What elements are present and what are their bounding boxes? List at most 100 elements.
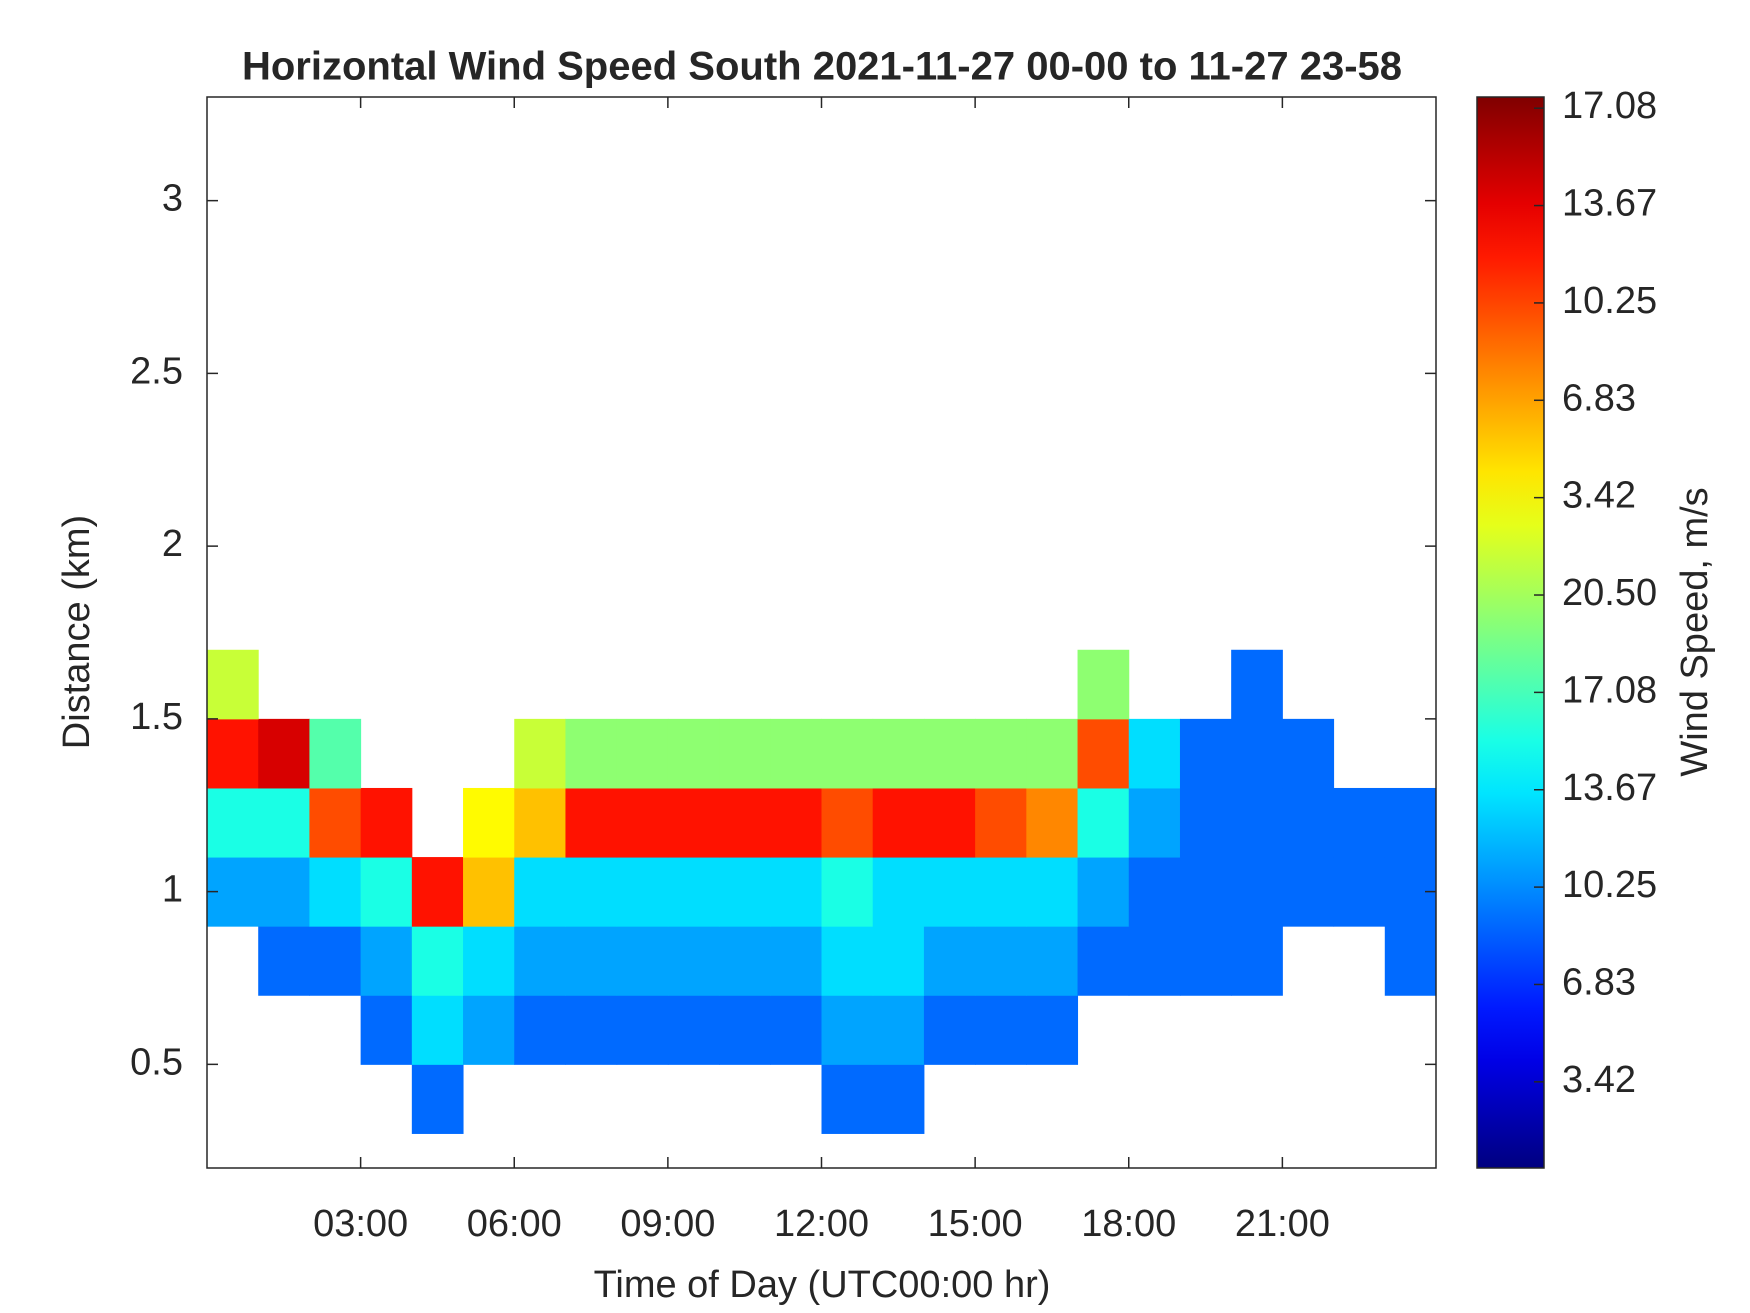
heat-cell: [975, 857, 1027, 927]
heat-cell: [1026, 718, 1079, 789]
heat-cell: [616, 926, 669, 996]
colorbar-tick-label: 10.25: [1562, 864, 1657, 906]
heat-cell: [667, 995, 720, 1065]
y-tick-label: 3: [162, 178, 183, 220]
x-tick-label: 09:00: [620, 1203, 715, 1245]
heat-cell: [360, 857, 413, 927]
heat-cell: [923, 926, 976, 996]
heat-cell: [258, 787, 310, 858]
heat-cell: [1179, 787, 1232, 858]
heat-cell: [1231, 718, 1283, 789]
colorbar-tick-label: 10.25: [1562, 280, 1657, 322]
heat-cell: [975, 926, 1027, 996]
heat-cell: [1282, 787, 1335, 858]
y-tick-label: 1.5: [130, 696, 183, 738]
colorbar-tick-label: 13.67: [1562, 183, 1657, 225]
heat-cell: [719, 857, 771, 927]
y-tick-label: 2: [162, 523, 183, 565]
colorbar-tick-label: 17.08: [1562, 85, 1657, 127]
heat-cell: [667, 787, 720, 858]
y-tick-label: 0.5: [130, 1041, 183, 1083]
colorbar-tick-label: 3.42: [1562, 475, 1636, 517]
heat-cell: [821, 718, 874, 789]
heat-cell: [923, 787, 976, 858]
heat-cell: [309, 787, 362, 858]
heat-cell: [821, 787, 874, 858]
heat-cell: [514, 926, 566, 996]
heat-cell: [463, 857, 515, 927]
heat-cell: [565, 857, 618, 927]
heat-cell: [770, 926, 822, 996]
heat-cell: [360, 787, 413, 858]
heat-cell: [514, 995, 566, 1065]
heat-cell: [770, 787, 822, 858]
heat-cell: [565, 718, 618, 789]
heat-cell: [309, 718, 362, 789]
heat-cell: [1128, 857, 1181, 927]
heat-cell: [719, 926, 771, 996]
heat-cell: [616, 787, 669, 858]
x-tick-label: 12:00: [774, 1203, 869, 1245]
heat-cell: [821, 995, 874, 1065]
heat-cell: [872, 995, 925, 1065]
colorbar-label: Wind Speed, m/s: [1674, 487, 1716, 776]
heat-cell: [309, 857, 362, 927]
heat-cell: [821, 857, 874, 927]
heat-cell: [1077, 857, 1130, 927]
heat-cell: [923, 718, 976, 789]
heat-cell: [360, 995, 413, 1065]
heat-cell: [514, 787, 566, 858]
heat-cell: [463, 787, 515, 858]
heat-cell: [1026, 995, 1079, 1065]
heat-cell: [258, 857, 310, 927]
heat-cell: [1077, 926, 1130, 996]
heat-cell: [667, 857, 720, 927]
heat-cell: [258, 718, 310, 789]
heat-cell: [770, 718, 822, 789]
heat-cell: [1128, 787, 1181, 858]
colorbar: [1476, 96, 1545, 1169]
heat-cell: [207, 649, 259, 720]
heat-cell: [1077, 718, 1130, 789]
y-axis-label: Distance (km): [56, 515, 98, 749]
heat-cell: [1128, 718, 1181, 789]
heat-cell: [1231, 649, 1283, 720]
heat-cell: [1026, 787, 1079, 858]
x-axis-label: Time of Day (UTC00:00 hr): [594, 1264, 1051, 1306]
heat-cell: [565, 995, 618, 1065]
heat-cell: [1384, 926, 1437, 996]
heat-cell: [872, 926, 925, 996]
heat-cell: [565, 787, 618, 858]
heat-cell: [923, 995, 976, 1065]
heat-cell: [923, 857, 976, 927]
heat-cell: [1026, 926, 1079, 996]
heat-cell: [1282, 857, 1335, 927]
colorbar-tick-label: 17.08: [1562, 669, 1657, 711]
heat-cell: [719, 718, 771, 789]
heat-cell: [411, 995, 464, 1065]
heat-cell: [770, 995, 822, 1065]
colorbar-tick-label: 6.83: [1562, 377, 1636, 419]
heat-cell: [975, 787, 1027, 858]
heat-cell: [309, 926, 362, 996]
heat-cell: [975, 995, 1027, 1065]
x-tick-label: 15:00: [928, 1203, 1023, 1245]
heat-cell: [565, 926, 618, 996]
heat-cell: [1333, 787, 1386, 858]
heat-cell: [207, 787, 259, 858]
heat-cell: [514, 857, 566, 927]
heat-cell: [1128, 926, 1181, 996]
heat-cell: [1179, 926, 1232, 996]
heat-cell: [1026, 857, 1079, 927]
y-tick-label: 2.5: [130, 350, 183, 392]
colorbar-tick-label: 20.50: [1562, 572, 1657, 614]
heat-cell: [616, 995, 669, 1065]
heat-cell: [975, 718, 1027, 789]
x-tick-label: 03:00: [313, 1203, 408, 1245]
colorbar-tick-label: 3.42: [1562, 1059, 1636, 1101]
heat-cell: [463, 926, 515, 996]
y-tick-label: 1: [162, 869, 183, 911]
heat-cell: [1077, 649, 1130, 720]
colorbar-tick-label: 6.83: [1562, 962, 1636, 1004]
